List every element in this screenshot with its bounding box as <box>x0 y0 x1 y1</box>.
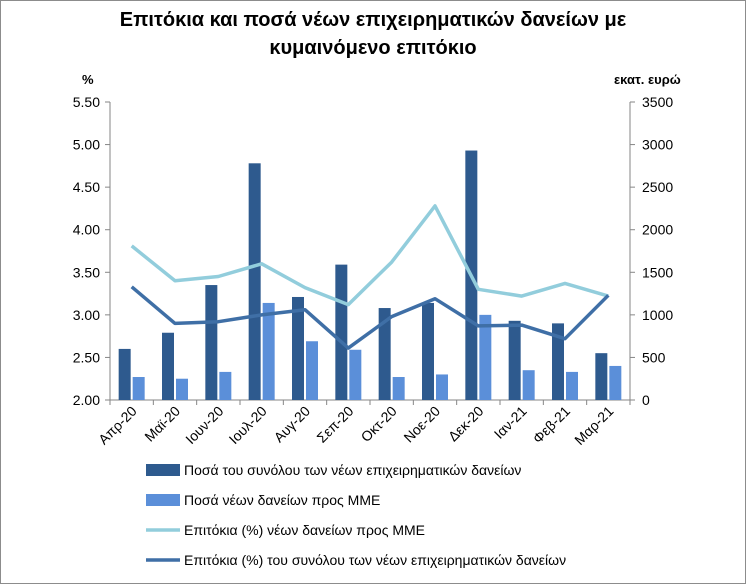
x-axis-tick-label: Οκτ-20 <box>358 403 400 445</box>
bar-total-loans <box>248 163 261 400</box>
bar-sme-loans <box>479 314 492 400</box>
left-axis-tick-label: 2.00 <box>73 392 100 408</box>
left-axis-tick-label: 3.50 <box>73 264 100 280</box>
left-axis-tick-label: 5.50 <box>73 94 100 110</box>
bar-total-loans <box>378 308 391 400</box>
x-axis-tick-label: Σεπ-20 <box>313 403 356 446</box>
x-axis-tick-label: Μαρ-21 <box>571 403 616 448</box>
x-axis-tick-label: Νοε-20 <box>400 403 443 446</box>
right-axis-tick-label: 1500 <box>642 264 673 280</box>
bar-sme-loans <box>392 377 405 400</box>
bar-sme-loans <box>436 374 448 400</box>
legend-label: Ποσά νέων δανείων προς ΜΜΕ <box>184 492 380 508</box>
right-axis-tick-label: 3000 <box>642 137 673 153</box>
x-axis-tick-label: Ιουλ-20 <box>226 403 270 447</box>
bar-sme-loans <box>219 371 232 400</box>
right-axis-tick-label: 0 <box>642 392 650 408</box>
left-axis-tick-label: 2.50 <box>73 349 100 365</box>
bar-total-loans <box>205 285 218 400</box>
legend-label: Επιτόκια (%) του συνόλου των νέων επιχει… <box>184 552 566 568</box>
bar-sme-loans <box>566 371 578 400</box>
bar-total-loans <box>162 332 174 400</box>
bar-sme-loans <box>132 377 145 400</box>
bar-sme-loans <box>609 365 622 400</box>
x-axis-tick-label: Αυγ-20 <box>271 403 314 446</box>
x-axis-tick-label: Δεκ-20 <box>445 403 487 445</box>
bar-total-loans <box>422 302 434 400</box>
left-axis-tick-label: 4.00 <box>73 222 100 238</box>
legend-label: Επιτόκια (%) νέων δανείων προς ΜΜΕ <box>184 522 425 538</box>
left-axis-tick-label: 4.50 <box>73 179 100 195</box>
bar-sme-loans <box>349 349 362 400</box>
right-axis-tick-label: 500 <box>642 349 666 365</box>
bar-total-loans <box>508 320 521 400</box>
x-axis-tick-label: Ιουν-20 <box>182 403 226 447</box>
left-axis-unit: % <box>82 72 94 87</box>
line-sme-rate <box>130 204 609 307</box>
bar-total-loans <box>335 264 348 400</box>
chart-title: Επιτόκια και ποσά νέων επιχειρηματικών δ… <box>0 6 746 62</box>
bar-sme-loans <box>522 370 535 400</box>
bar-total-loans <box>118 348 131 400</box>
right-axis-tick-label: 2500 <box>642 179 673 195</box>
right-axis-tick-label: 1000 <box>642 307 673 323</box>
x-axis-tick-label: Ιαν-21 <box>491 403 530 442</box>
x-axis-tick-label: Απρ-20 <box>95 403 140 448</box>
bar-total-loans <box>292 296 304 400</box>
x-axis-tick-label: Φεβ-21 <box>529 403 573 447</box>
right-axis-tick-label: 3500 <box>642 94 673 110</box>
chart-title-line-2: κυμαινόμενο επιτόκιο <box>269 37 477 59</box>
chart-title-line-1: Επιτόκια και ποσά νέων επιχειρηματικών δ… <box>119 9 627 31</box>
left-axis-tick-label: 3.00 <box>73 307 100 323</box>
legend-swatch-bar <box>146 494 180 506</box>
right-axis-tick-label: 2000 <box>642 222 673 238</box>
legend-label: Ποσά του συνόλου των νέων επιχειρηματικώ… <box>184 462 521 478</box>
bar-total-loans <box>552 323 564 400</box>
right-axis-unit: εκατ. ευρώ <box>614 72 681 87</box>
left-axis-tick-label: 5.00 <box>73 137 100 153</box>
bar-sme-loans <box>176 378 188 400</box>
line-total-rate <box>130 285 610 350</box>
bar-sme-loans <box>306 341 318 400</box>
legend-swatch-bar <box>146 464 180 476</box>
x-axis-tick-label: Μαϊ-20 <box>141 403 183 445</box>
bar-sme-loans <box>262 302 275 400</box>
bar-total-loans <box>595 353 608 400</box>
